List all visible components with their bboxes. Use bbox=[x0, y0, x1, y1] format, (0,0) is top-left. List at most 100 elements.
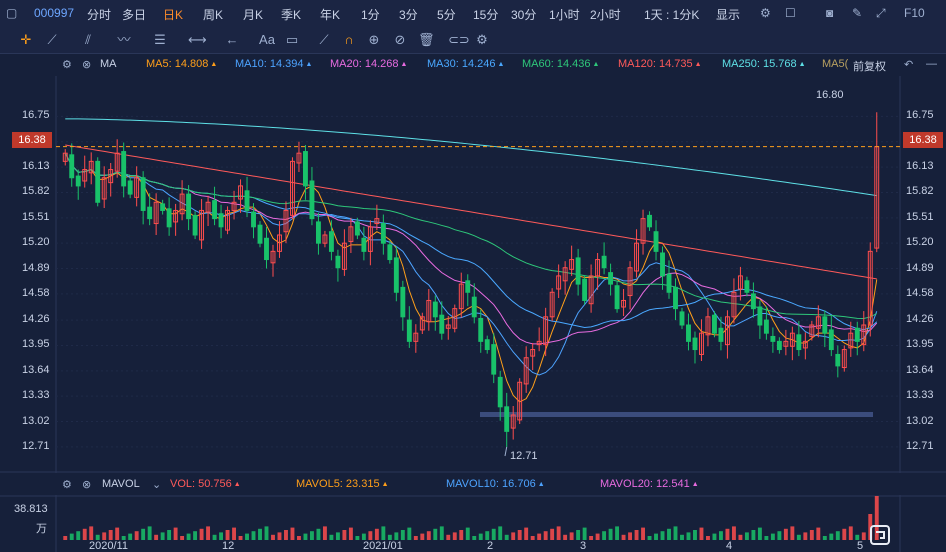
fullscreen-icon[interactable]: ⤢ bbox=[876, 6, 886, 20]
candle[interactable] bbox=[244, 190, 250, 211]
chevron-down-icon[interactable]: ⌄ bbox=[152, 479, 162, 491]
candle[interactable] bbox=[173, 209, 179, 223]
candle[interactable] bbox=[75, 175, 81, 187]
candle[interactable] bbox=[439, 314, 445, 334]
candle[interactable] bbox=[530, 349, 536, 357]
candle[interactable] bbox=[160, 203, 166, 211]
candle[interactable] bbox=[776, 340, 782, 351]
tab-5min[interactable]: 5分 bbox=[437, 8, 456, 22]
tab-year-k[interactable]: 年K bbox=[320, 8, 341, 22]
candle[interactable] bbox=[497, 376, 503, 408]
candle[interactable] bbox=[614, 285, 620, 310]
candle[interactable] bbox=[393, 257, 399, 293]
settings-icon[interactable]: ⚙ bbox=[62, 479, 72, 491]
candle[interactable] bbox=[640, 218, 646, 244]
candle[interactable] bbox=[186, 193, 192, 220]
candle[interactable] bbox=[595, 259, 601, 277]
candle[interactable] bbox=[62, 152, 68, 162]
candle[interactable] bbox=[413, 332, 419, 342]
candle[interactable] bbox=[484, 339, 490, 351]
candle[interactable] bbox=[361, 237, 367, 252]
candle[interactable] bbox=[374, 218, 380, 225]
candle[interactable] bbox=[367, 226, 373, 252]
candle[interactable] bbox=[627, 267, 633, 297]
display-menu[interactable]: 显示 bbox=[716, 8, 741, 22]
candle[interactable] bbox=[153, 201, 159, 225]
magnet-icon[interactable]: ∩ bbox=[344, 32, 354, 47]
sync-icon[interactable]: ⊕ bbox=[368, 32, 380, 47]
candle[interactable] bbox=[471, 296, 477, 318]
trash-icon[interactable]: 🗑 bbox=[418, 32, 435, 47]
candle[interactable] bbox=[82, 169, 88, 182]
candle[interactable] bbox=[192, 214, 198, 236]
tab-daily-k[interactable]: 日K bbox=[163, 8, 184, 22]
candle[interactable] bbox=[270, 250, 276, 264]
tab-minute[interactable]: 分时 bbox=[87, 8, 112, 22]
ruler-icon[interactable]: ⟋ bbox=[319, 32, 329, 47]
candle[interactable] bbox=[543, 316, 549, 346]
adjust-mode-button[interactable]: 前复权 bbox=[853, 61, 886, 73]
candle[interactable] bbox=[452, 308, 458, 329]
sidebar-toggle-icon[interactable]: ▢ bbox=[6, 6, 18, 20]
candle[interactable] bbox=[549, 291, 555, 318]
candle[interactable] bbox=[802, 340, 808, 349]
candle[interactable] bbox=[504, 406, 510, 432]
candle[interactable] bbox=[95, 160, 101, 203]
candle[interactable] bbox=[724, 316, 730, 346]
candle[interactable] bbox=[491, 344, 497, 375]
camera-icon[interactable]: ◙ bbox=[826, 6, 834, 20]
candle[interactable] bbox=[718, 327, 724, 342]
candle[interactable] bbox=[277, 234, 282, 252]
tab-quarter-k[interactable]: 季K bbox=[281, 8, 302, 22]
period-select[interactable]: 1天 : 1分K bbox=[644, 8, 700, 22]
candle[interactable] bbox=[757, 306, 763, 326]
candle[interactable] bbox=[562, 267, 568, 282]
candle[interactable] bbox=[114, 152, 120, 172]
tab-1hour[interactable]: 1小时 bbox=[549, 8, 580, 22]
candle[interactable] bbox=[699, 332, 704, 355]
tab-3min[interactable]: 3分 bbox=[399, 8, 418, 22]
candle[interactable] bbox=[88, 160, 94, 174]
candle[interactable] bbox=[737, 275, 743, 290]
candle[interactable] bbox=[264, 237, 269, 261]
candle[interactable] bbox=[400, 286, 406, 318]
candle[interactable] bbox=[686, 324, 691, 342]
candle[interactable] bbox=[205, 201, 211, 213]
candle[interactable] bbox=[108, 169, 114, 184]
candle[interactable] bbox=[296, 152, 302, 164]
candle[interactable] bbox=[387, 244, 393, 261]
candle[interactable] bbox=[608, 272, 614, 285]
stock-code[interactable]: 000997 bbox=[34, 6, 75, 20]
comment-tool-icon[interactable]: ▭ bbox=[285, 32, 299, 47]
arrow-tool-icon[interactable]: ← bbox=[225, 32, 239, 47]
candle[interactable] bbox=[660, 252, 665, 277]
candle[interactable] bbox=[679, 311, 685, 326]
candle[interactable] bbox=[179, 193, 185, 215]
candle[interactable] bbox=[406, 319, 412, 342]
candle[interactable] bbox=[653, 231, 659, 252]
candle[interactable] bbox=[841, 349, 847, 369]
candle[interactable] bbox=[303, 151, 308, 187]
candle[interactable] bbox=[582, 278, 588, 301]
candle[interactable] bbox=[315, 221, 321, 244]
candle[interactable] bbox=[465, 280, 471, 293]
candle[interactable] bbox=[854, 327, 860, 342]
candle[interactable] bbox=[692, 337, 698, 351]
channel-tool-icon[interactable]: ⫽ bbox=[85, 32, 91, 47]
gear-icon[interactable]: ⚙ bbox=[760, 6, 771, 20]
fibonacci-tool-icon[interactable]: ☰ bbox=[154, 32, 166, 47]
candle[interactable] bbox=[283, 209, 289, 233]
candle[interactable] bbox=[705, 316, 711, 336]
candle[interactable] bbox=[134, 177, 140, 198]
candle[interactable] bbox=[290, 160, 295, 216]
tab-30min[interactable]: 30分 bbox=[511, 8, 537, 22]
candle[interactable] bbox=[556, 275, 562, 290]
tab-2hour[interactable]: 2小时 bbox=[590, 8, 621, 22]
candle[interactable] bbox=[536, 340, 542, 346]
candle[interactable] bbox=[458, 283, 464, 310]
candle[interactable] bbox=[127, 180, 133, 195]
candle[interactable] bbox=[750, 293, 756, 310]
candle[interactable] bbox=[588, 275, 594, 305]
candle[interactable] bbox=[634, 242, 639, 272]
